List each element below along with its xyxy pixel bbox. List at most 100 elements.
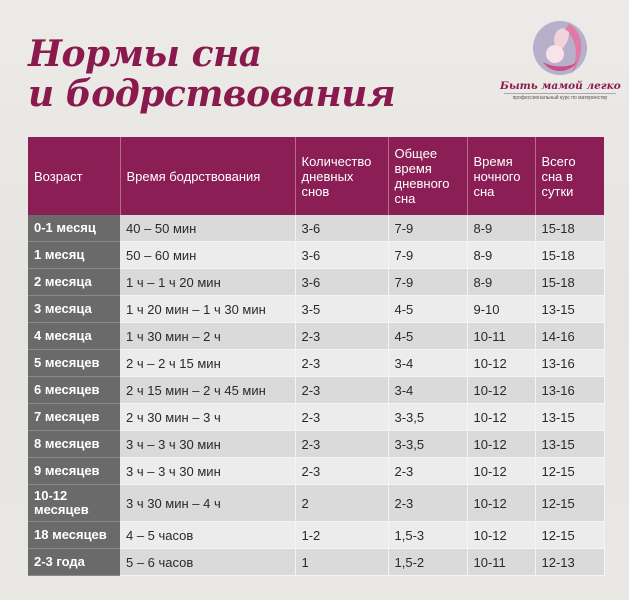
table-header-row: Возраст Время бодрствования Количество д… bbox=[28, 137, 604, 215]
table-row: 3 месяца 1 ч 20 мин – 1 ч 30 мин 3-5 4-5 9-1… bbox=[28, 295, 605, 323]
cell-night-sleep: 8-9 bbox=[467, 241, 536, 269]
cell-night-sleep: 8-9 bbox=[467, 268, 536, 296]
cell-night-sleep: 8-9 bbox=[467, 215, 536, 242]
cell-age: 8 месяцев bbox=[28, 430, 120, 458]
cell-night-sleep: 10-12 bbox=[467, 349, 536, 377]
cell-naps-count: 1 bbox=[295, 548, 389, 576]
cell-wake-time: 50 – 60 мин bbox=[120, 241, 296, 269]
table-row: 6 месяцев 2 ч 15 мин – 2 ч 45 мин 2-3 3-4 10… bbox=[28, 376, 605, 404]
cell-naps-count: 2-3 bbox=[295, 403, 389, 431]
cell-wake-time: 2 ч 15 мин – 2 ч 45 мин bbox=[120, 376, 296, 404]
cell-day-sleep: 2-3 bbox=[388, 484, 468, 522]
cell-naps-count: 3-5 bbox=[295, 295, 389, 323]
cell-day-sleep: 1,5-3 bbox=[388, 521, 468, 549]
cell-wake-time: 3 ч – 3 ч 30 мин bbox=[120, 457, 296, 485]
logo-name: Быть мамой легко bbox=[500, 80, 621, 92]
cell-night-sleep: 10-12 bbox=[467, 457, 536, 485]
logo-tagline: профессиональный курс по материнству bbox=[504, 93, 616, 101]
cell-wake-time: 5 – 6 часов bbox=[120, 548, 296, 576]
cell-total-sleep: 12-15 bbox=[535, 521, 605, 549]
cell-night-sleep: 10-12 bbox=[467, 430, 536, 458]
cell-day-sleep: 4-5 bbox=[388, 295, 468, 323]
cell-age: 7 месяцев bbox=[28, 403, 120, 431]
cell-day-sleep: 7-9 bbox=[388, 215, 468, 242]
table-row: 0-1 месяц 40 – 50 мин 3-6 7-9 8-9 15-18 bbox=[28, 215, 605, 242]
cell-total-sleep: 14-16 bbox=[535, 322, 605, 350]
cell-age: 5 месяцев bbox=[28, 349, 120, 377]
table-row: 2-3 года 5 – 6 часов 1 1,5-2 10-11 12-13 bbox=[28, 548, 605, 576]
cell-naps-count: 2 bbox=[295, 484, 389, 522]
cell-total-sleep: 13-15 bbox=[535, 295, 605, 323]
header-age: Возраст bbox=[28, 137, 121, 215]
cell-age: 3 месяца bbox=[28, 295, 120, 323]
header-total-sleep: Всего сна в сутки bbox=[535, 137, 604, 215]
cell-total-sleep: 13-15 bbox=[535, 403, 605, 431]
table-row: 7 месяцев 2 ч 30 мин – 3 ч 2-3 3-3,5 10-12 13… bbox=[28, 403, 605, 431]
cell-night-sleep: 10-11 bbox=[467, 322, 536, 350]
cell-naps-count: 2-3 bbox=[295, 322, 389, 350]
table-row: 2 месяца 1 ч – 1 ч 20 мин 3-6 7-9 8-9 15-18 bbox=[28, 268, 605, 296]
table-row: 1 месяц 50 – 60 мин 3-6 7-9 8-9 15-18 bbox=[28, 241, 605, 269]
cell-wake-time: 4 – 5 часов bbox=[120, 521, 296, 549]
cell-naps-count: 2-3 bbox=[295, 430, 389, 458]
cell-day-sleep: 3-4 bbox=[388, 376, 468, 404]
cell-age: 1 месяц bbox=[28, 241, 120, 269]
cell-day-sleep: 2-3 bbox=[388, 457, 468, 485]
cell-naps-count: 2-3 bbox=[295, 349, 389, 377]
cell-naps-count: 3-6 bbox=[295, 241, 389, 269]
table-row: 9 месяцев 3 ч – 3 ч 30 мин 2-3 2-3 10-12 12-1… bbox=[28, 457, 605, 485]
brand-logo: Быть мамой легко профессиональный курс п… bbox=[500, 18, 621, 101]
table-row: 4 месяца 1 ч 30 мин – 2 ч 2-3 4-5 10-11 14-16 bbox=[28, 322, 605, 350]
cell-naps-count: 2-3 bbox=[295, 376, 389, 404]
table-row: 10-12 месяцев 3 ч 30 мин – 4 ч 2 2-3 10-12 12… bbox=[28, 484, 605, 522]
cell-night-sleep: 9-10 bbox=[467, 295, 536, 323]
cell-naps-count: 3-6 bbox=[295, 215, 389, 242]
cell-total-sleep: 12-15 bbox=[535, 457, 605, 485]
cell-night-sleep: 10-12 bbox=[467, 376, 536, 404]
mother-baby-logo-icon bbox=[533, 21, 587, 75]
sleep-norms-table: Возраст Время бодрствования Количество д… bbox=[28, 137, 605, 576]
table-row: 8 месяцев 3 ч – 3 ч 30 мин 2-3 3-3,5 10-12 13… bbox=[28, 430, 605, 458]
cell-naps-count: 3-6 bbox=[295, 268, 389, 296]
cell-age: 2 месяца bbox=[28, 268, 120, 296]
cell-day-sleep: 4-5 bbox=[388, 322, 468, 350]
cell-wake-time: 1 ч 20 мин – 1 ч 30 мин bbox=[120, 295, 296, 323]
cell-age: 4 месяца bbox=[28, 322, 120, 350]
header-wake-time: Время бодрствования bbox=[120, 137, 296, 215]
cell-night-sleep: 10-11 bbox=[467, 548, 536, 576]
cell-age: 0-1 месяц bbox=[28, 215, 120, 242]
cell-age: 9 месяцев bbox=[28, 457, 120, 485]
cell-total-sleep: 15-18 bbox=[535, 241, 605, 269]
cell-total-sleep: 15-18 bbox=[535, 215, 605, 242]
cell-day-sleep: 1,5-2 bbox=[388, 548, 468, 576]
page-title: Нормы сна и бодрствования bbox=[28, 33, 396, 115]
cell-day-sleep: 3-3,5 bbox=[388, 430, 468, 458]
cell-age: 18 месяцев bbox=[28, 521, 120, 549]
cell-night-sleep: 10-12 bbox=[467, 521, 536, 549]
cell-age: 6 месяцев bbox=[28, 376, 120, 404]
header-naps-count: Количество дневных снов bbox=[295, 137, 389, 215]
title-line-1: Нормы сна bbox=[28, 33, 262, 75]
cell-total-sleep: 12-15 bbox=[535, 484, 605, 522]
cell-total-sleep: 12-13 bbox=[535, 548, 605, 576]
header-day-sleep: Общее время дневного сна bbox=[388, 137, 468, 215]
cell-day-sleep: 3-3,5 bbox=[388, 403, 468, 431]
table-row: 5 месяцев 2 ч – 2 ч 15 мин 2-3 3-4 10-12 13-1… bbox=[28, 349, 605, 377]
table-row: 18 месяцев 4 – 5 часов 1-2 1,5-3 10-12 12-15 bbox=[28, 521, 605, 549]
cell-day-sleep: 3-4 bbox=[388, 349, 468, 377]
cell-wake-time: 1 ч – 1 ч 20 мин bbox=[120, 268, 296, 296]
cell-total-sleep: 13-16 bbox=[535, 376, 605, 404]
cell-wake-time: 3 ч – 3 ч 30 мин bbox=[120, 430, 296, 458]
cell-age: 10-12 месяцев bbox=[28, 484, 120, 522]
cell-night-sleep: 10-12 bbox=[467, 484, 536, 522]
cell-age: 2-3 года bbox=[28, 548, 120, 576]
cell-wake-time: 1 ч 30 мин – 2 ч bbox=[120, 322, 296, 350]
cell-total-sleep: 13-15 bbox=[535, 430, 605, 458]
cell-wake-time: 40 – 50 мин bbox=[120, 215, 296, 242]
cell-wake-time: 2 ч – 2 ч 15 мин bbox=[120, 349, 296, 377]
title-line-2: и бодрствования bbox=[28, 73, 396, 115]
cell-naps-count: 2-3 bbox=[295, 457, 389, 485]
cell-total-sleep: 15-18 bbox=[535, 268, 605, 296]
cell-night-sleep: 10-12 bbox=[467, 403, 536, 431]
cell-total-sleep: 13-16 bbox=[535, 349, 605, 377]
